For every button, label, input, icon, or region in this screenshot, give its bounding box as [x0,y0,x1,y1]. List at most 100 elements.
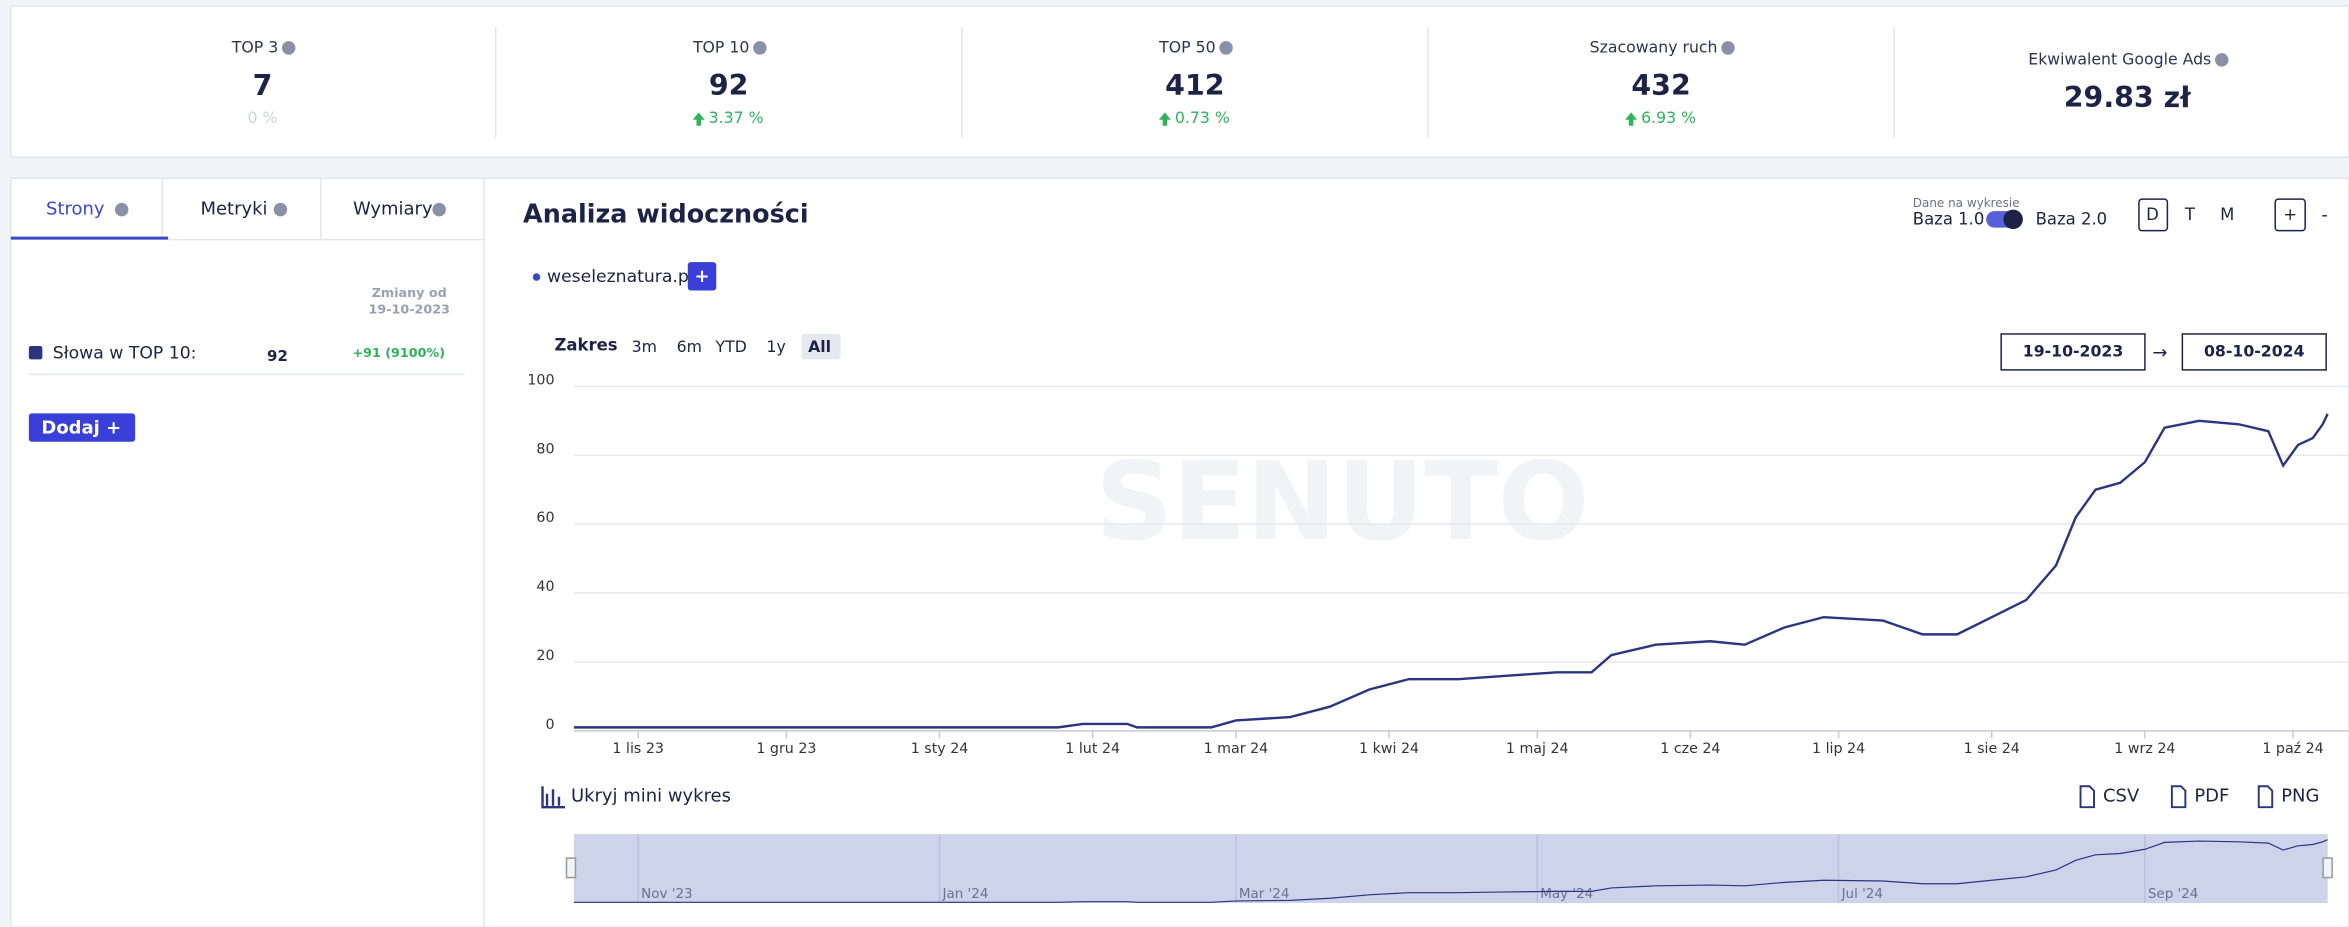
info-icon [432,202,446,217]
tab[interactable]: Wymiary [353,199,433,220]
add-button-label[interactable]: Dodaj + [41,417,121,438]
up-arrow [1158,112,1171,126]
stat-label: Ekwiwalent Google Ads [2028,49,2211,68]
info-icon [753,41,767,55]
y-tick-label: 60 [536,510,554,526]
stat-label: Szacowany ruch [1590,37,1718,56]
tab[interactable]: Metryki [201,199,268,220]
export-button[interactable]: PNG [2281,786,2319,807]
date-from-box[interactable] [2000,333,2146,371]
x-tick-label: 1 lip 24 [1812,741,1865,757]
row-value: 92 [267,347,288,365]
content: TOP 3 7 0 % TOP 10 92 3.37 % TOP 50 412 0.73 % Sz… [10,26,2349,904]
navigator-label: Nov '23 [641,886,692,902]
file-icon [2257,785,2274,809]
chart-icon [541,786,565,809]
legend-entry: weseleznatura.pl [547,267,694,287]
row-change: +91 (9100%) [352,345,445,360]
toggle-knob [2003,209,2023,230]
navigator-label: Sep '24 [2148,886,2199,902]
x-tick-label: 1 cze 24 [1660,741,1720,757]
info-icon [114,202,129,217]
stat-label: TOP 3 [231,37,278,56]
export-button[interactable]: CSV [2103,786,2140,807]
add-button[interactable] [28,413,136,442]
period-button[interactable]: M [2220,205,2234,224]
changes-header: Zmiany od [372,285,447,300]
date-arrow: → [2152,342,2167,363]
navigator-label: Jan '24 [942,886,989,902]
range-button[interactable]: 1y [766,337,785,356]
date-to-box[interactable] [2181,333,2327,371]
range-button[interactable]: 6m [677,337,702,356]
stat-value: 432 [1631,69,1690,102]
main-panel [483,177,2349,927]
navigator-handle[interactable] [2322,857,2333,879]
x-tick-label: 1 sie 24 [1964,741,2020,757]
y-tick-label: 0 [545,717,554,733]
export-button[interactable]: PDF [2194,786,2229,807]
watermark: SENUTO [1095,440,1589,565]
stat-change: 6.93 % [1641,108,1696,127]
row-label: Słowa w TOP 10: [53,343,197,363]
info-icon [1219,41,1233,55]
y-tick-label: 40 [536,579,554,595]
stat-change: 0.73 % [1175,108,1230,127]
navigator-handle[interactable] [565,857,577,879]
navigator-label: May '24 [1540,886,1593,902]
info-icon [273,202,288,217]
x-tick-label: 1 paź 24 [2262,741,2323,757]
period-button[interactable]: D [2146,205,2159,224]
date-from: 19-10-2023 [2023,341,2124,360]
panel-title: Analiza widoczności [523,200,809,230]
range-active [801,333,841,360]
add-series-label[interactable]: + [694,266,709,287]
zoom-in[interactable]: + [2283,205,2297,224]
info-icon [281,41,296,55]
x-tick-label: 1 lut 24 [1065,741,1120,757]
y-tick-label: 80 [536,441,554,457]
add-series[interactable] [687,262,717,291]
stat-value: 29.83 zł [2064,81,2192,114]
x-tick-label: 1 mar 24 [1204,741,1269,757]
stats-card [10,5,2349,158]
range-button[interactable]: All [808,337,831,356]
period-active [2138,198,2169,232]
file-icon [2079,785,2095,809]
up-arrow [1625,112,1638,126]
x-tick-label: 1 sty 24 [911,741,969,757]
range-button[interactable]: 3m [632,337,657,356]
zoom-out[interactable]: - [2321,205,2327,226]
range-button[interactable]: YTD [715,337,747,356]
stat-value: 412 [1165,69,1224,102]
stat-label: TOP 50 [1158,37,1215,56]
period-button[interactable]: T [2184,205,2196,224]
x-tick-label: 1 lis 23 [612,741,664,757]
x-tick-label: 1 wrz 24 [2114,741,2175,757]
base-2: Baza 2.0 [2036,210,2108,229]
tab[interactable]: Strony [46,199,105,220]
x-tick-label: 1 maj 24 [1506,741,1569,757]
stat-value: 92 [709,69,749,102]
stat-change: 0 % [248,108,278,127]
sidebar [10,177,485,927]
navigator-label: Mar '24 [1239,886,1290,902]
series-swatch [28,345,43,360]
data-caption: Dane na wykresie [1913,196,2020,210]
navigator-line [573,839,2328,903]
date-to: 08-10-2024 [2204,341,2305,360]
file-icon [2170,785,2187,809]
info-icon [2215,53,2229,67]
navigator-bg [573,834,2328,904]
legend-dot [532,273,541,281]
y-tick-label: 20 [536,648,554,664]
stat-value: 7 [253,69,273,102]
range-label: Zakres [555,335,618,354]
base-1: Baza 1.0 [1913,210,1985,229]
stat-label: TOP 10 [692,37,749,56]
hide-mini[interactable]: Ukryj mini wykres [571,786,731,807]
y-tick-label: 100 [527,372,554,388]
up-arrow [692,112,705,126]
